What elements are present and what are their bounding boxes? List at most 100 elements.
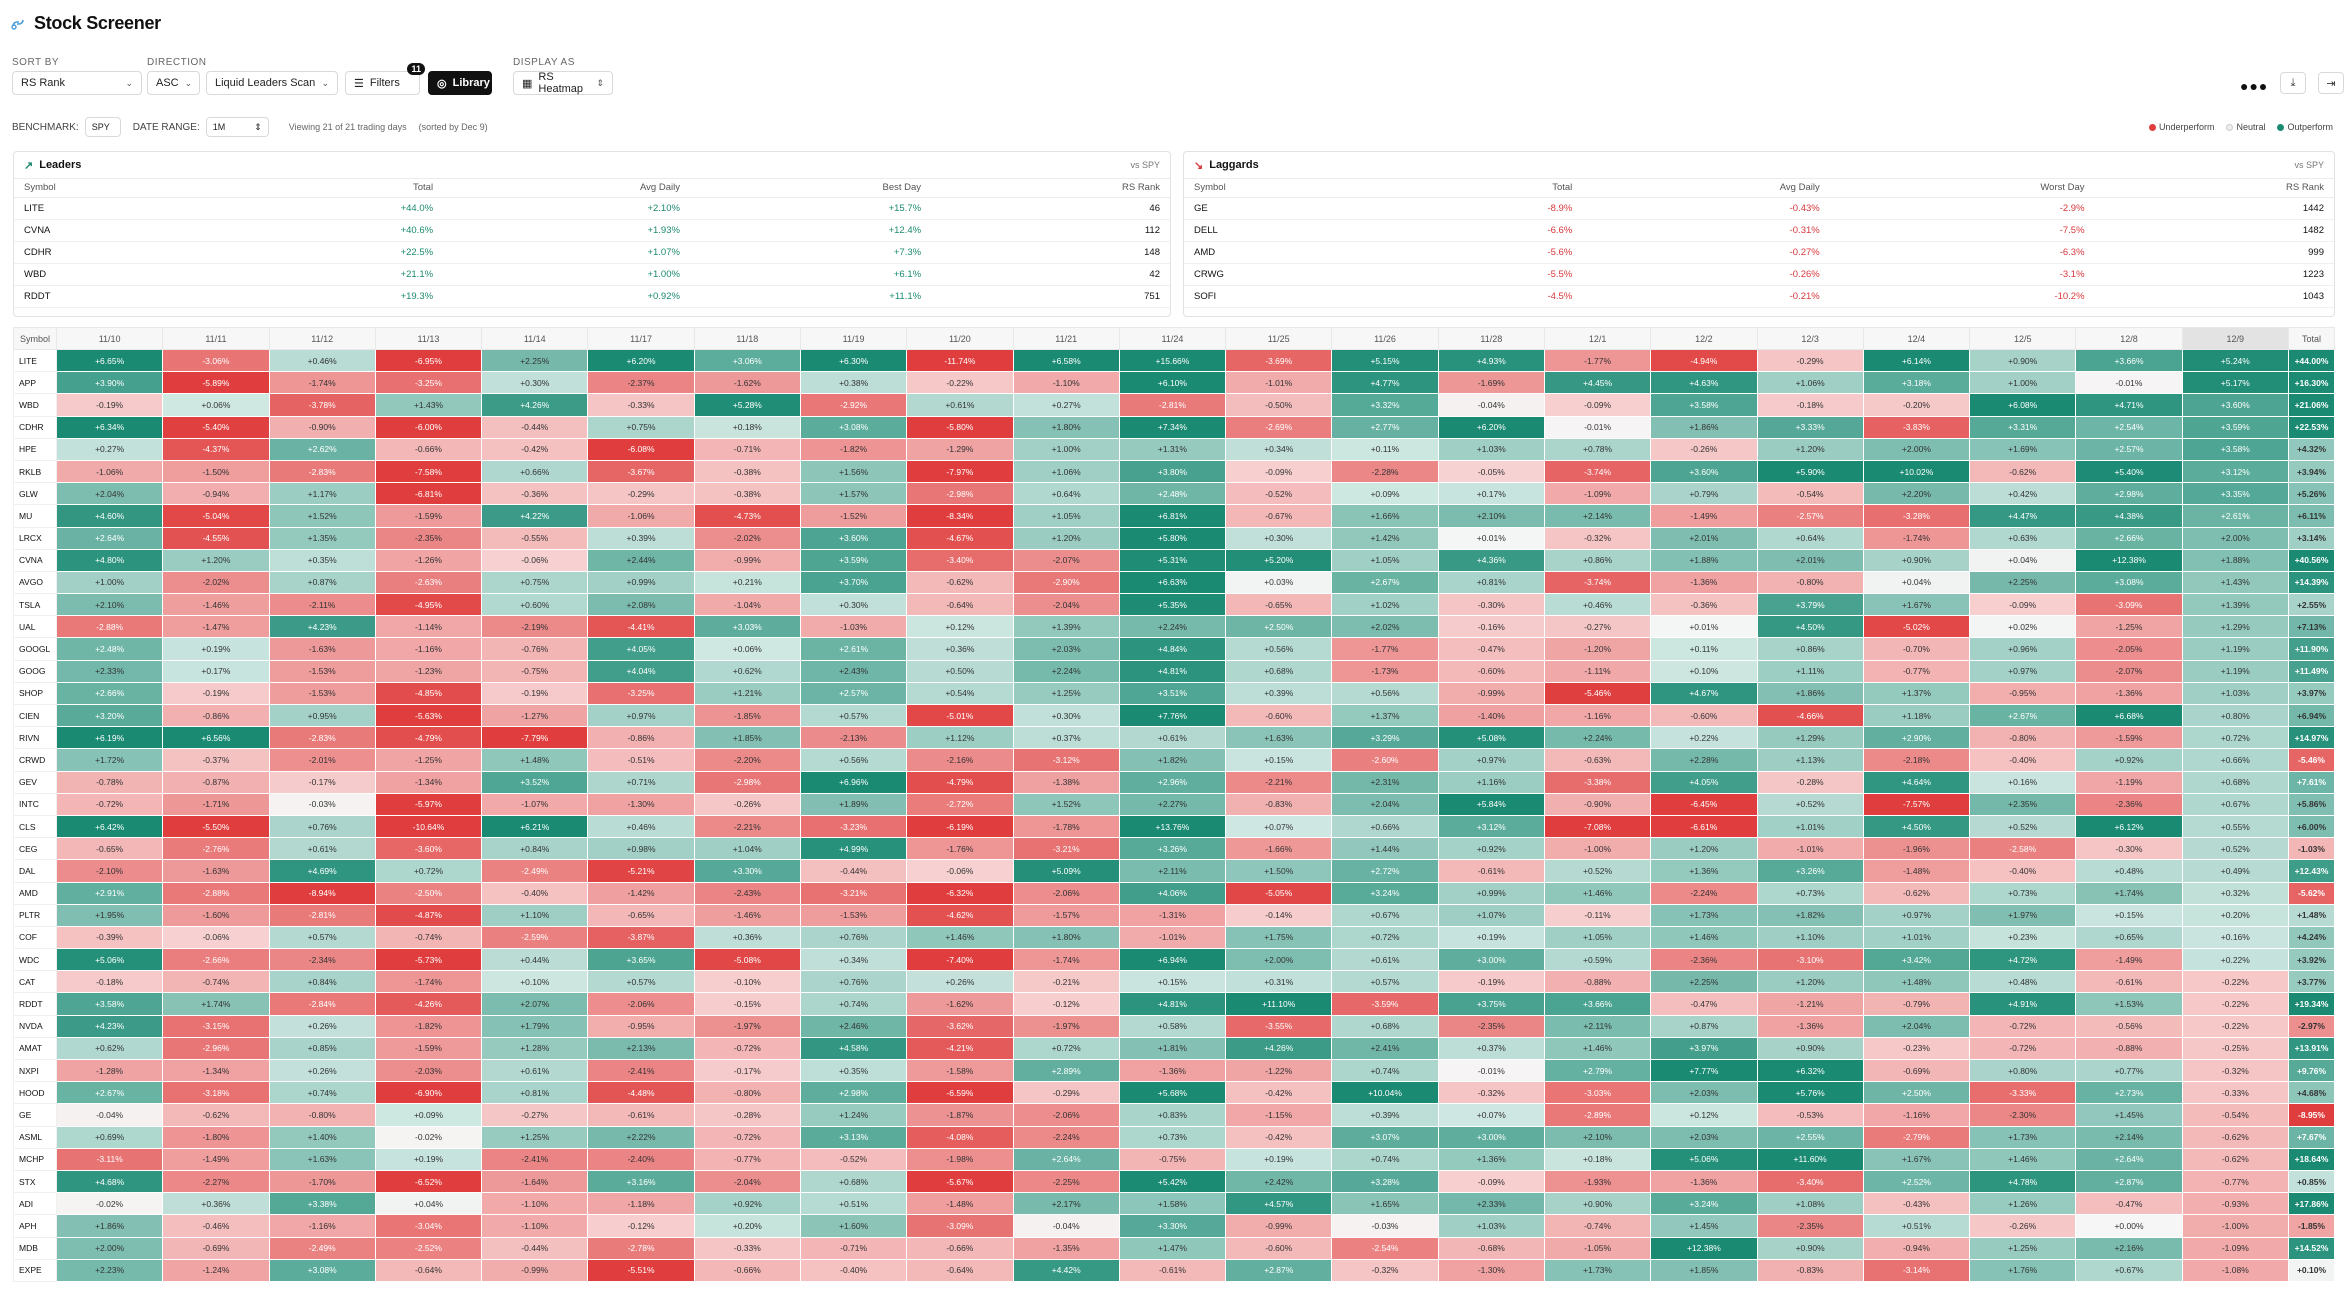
heatmap-cell[interactable]: -1.36% (1650, 1169, 1758, 1194)
heatmap-symbol-cell[interactable]: PLTR (13, 903, 57, 927)
heatmap-total-cell[interactable]: +4.32% (2288, 437, 2335, 461)
heatmap-cell[interactable]: +1.76% (1969, 1258, 2077, 1282)
heatmap-cell[interactable]: +4.72% (1969, 948, 2077, 972)
heatmap-row[interactable]: ADI -0.02% +0.36% +3.38% +0.04% -1.10% -1.18% +… (13, 1192, 2335, 1216)
heatmap-cell[interactable]: +0.68% (1225, 659, 1333, 683)
heatmap-cell[interactable]: +6.68% (2075, 703, 2183, 728)
heatmap-cell[interactable]: +0.73% (1756, 881, 1864, 905)
heatmap-cell[interactable]: +2.50% (1225, 615, 1333, 639)
heatmap-cell[interactable]: +0.95% (268, 703, 376, 728)
heatmap-cell[interactable]: +0.90% (1756, 1036, 1864, 1061)
heatmap-cell[interactable]: +0.27% (55, 437, 164, 461)
heatmap-cell[interactable]: +2.52% (1862, 1169, 1971, 1194)
heatmap-symbol-cell[interactable]: INTC (13, 792, 57, 816)
heatmap-cell[interactable]: +0.35% (268, 548, 376, 572)
heatmap-cell[interactable]: +4.84% (1118, 637, 1227, 661)
scan-select[interactable]: Liquid Leaders Scan ⌄ (206, 71, 338, 95)
heatmap-cell[interactable]: -3.59% (1331, 992, 1439, 1016)
heatmap-cell[interactable]: -6.81% (374, 482, 483, 506)
heatmap-cell[interactable]: -4.79% (374, 726, 483, 750)
heatmap-cell[interactable]: -0.65% (55, 837, 164, 861)
heatmap-cell[interactable]: -2.88% (55, 615, 164, 639)
heatmap-cell[interactable]: -3.40% (1756, 1169, 1864, 1194)
heatmap-cell[interactable]: -0.38% (693, 482, 801, 506)
heatmap-cell[interactable]: +4.36% (1437, 548, 1545, 572)
heatmap-cell[interactable]: +6.94% (1118, 948, 1227, 972)
heatmap-cell[interactable]: +4.68% (55, 1169, 164, 1194)
heatmap-cell[interactable]: +0.97% (1969, 659, 2077, 683)
heatmap-cell[interactable]: +1.10% (481, 903, 589, 927)
heatmap-cell[interactable]: -3.04% (374, 1214, 483, 1238)
heatmap-cell[interactable]: -5.97% (374, 792, 483, 816)
heatmap-cell[interactable]: -7.40% (906, 948, 1014, 972)
heatmap-cell[interactable]: -2.18% (1862, 748, 1971, 772)
heatmap-cell[interactable]: +1.01% (1756, 814, 1864, 839)
heatmap-cell[interactable]: +0.74% (1331, 1058, 1439, 1083)
heatmap-cell[interactable]: +2.10% (1543, 1125, 1652, 1149)
heatmap-date-header[interactable]: 12/2 (1650, 327, 1758, 350)
heatmap-cell[interactable]: +0.61% (481, 1058, 589, 1083)
heatmap-cell[interactable]: +3.60% (2181, 393, 2290, 417)
heatmap-cell[interactable]: -1.58% (906, 1058, 1014, 1083)
heatmap-cell[interactable]: -7.97% (906, 459, 1014, 484)
heatmap-cell[interactable]: -2.21% (1225, 770, 1333, 794)
heatmap-cell[interactable]: -0.62% (2181, 1147, 2290, 1171)
heatmap-cell[interactable]: -1.20% (1543, 637, 1652, 661)
leaders-col-header[interactable]: Best Day (689, 179, 932, 198)
heatmap-total-cell[interactable]: +14.52% (2288, 1236, 2335, 1260)
heatmap-cell[interactable]: -1.96% (1862, 837, 1971, 861)
heatmap-symbol-cell[interactable]: AMAT (13, 1036, 57, 1061)
heatmap-row[interactable]: GOOG +2.33% +0.17% -1.53% -1.23% -0.75% +4.04%… (13, 659, 2335, 683)
heatmap-cell[interactable]: -0.40% (1969, 748, 2077, 772)
heatmap-row[interactable]: APH +1.86% -0.46% -1.16% -3.04% -1.10% -0.12% +… (13, 1214, 2335, 1238)
heatmap-row[interactable]: CVNA +4.80% +1.20% +0.35% -1.26% -0.06% +2.44%… (13, 548, 2335, 572)
heatmap-cell[interactable]: -0.40% (481, 881, 589, 905)
heatmap-cell[interactable]: +2.67% (1331, 570, 1439, 595)
heatmap-cell[interactable]: +1.57% (799, 482, 908, 506)
heatmap-cell[interactable]: -2.63% (374, 570, 483, 595)
heatmap-total-cell[interactable]: +0.10% (2288, 1258, 2335, 1282)
heatmap-symbol-cell[interactable]: NXPI (13, 1058, 57, 1083)
heatmap-cell[interactable]: -1.46% (162, 593, 270, 617)
heatmap-cell[interactable]: +0.61% (1118, 726, 1227, 750)
heatmap-cell[interactable]: +0.12% (906, 615, 1014, 639)
heatmap-cell[interactable]: +2.24% (1543, 726, 1652, 750)
heatmap-cell[interactable]: +2.67% (1969, 703, 2077, 728)
heatmap-total-cell[interactable]: +3.77% (2288, 970, 2335, 994)
leaders-col-header[interactable]: Symbol (14, 179, 227, 198)
heatmap-cell[interactable]: +3.18% (1862, 371, 1971, 395)
heatmap-cell[interactable]: +0.66% (2181, 748, 2290, 772)
heatmap-cell[interactable]: -4.95% (374, 593, 483, 617)
heatmap-cell[interactable]: -2.03% (374, 1058, 483, 1083)
heatmap-cell[interactable]: +0.76% (268, 814, 376, 839)
heatmap-total-cell[interactable]: +9.76% (2288, 1058, 2335, 1083)
heatmap-cell[interactable]: +0.02% (1969, 615, 2077, 639)
laggards-col-header[interactable]: Avg Daily (1582, 179, 1830, 198)
heatmap-cell[interactable]: -1.53% (268, 659, 376, 683)
heatmap-cell[interactable]: +0.68% (799, 1169, 908, 1194)
heatmap-cell[interactable]: -0.87% (162, 770, 270, 794)
heatmap-cell[interactable]: +1.81% (1118, 1036, 1227, 1061)
heatmap-cell[interactable]: +2.24% (1012, 659, 1120, 683)
heatmap-cell[interactable]: +4.69% (268, 859, 376, 883)
heatmap-cell[interactable]: -0.19% (55, 393, 164, 417)
heatmap-cell[interactable]: +0.62% (55, 1036, 164, 1061)
heatmap-symbol-cell[interactable]: MDB (13, 1236, 57, 1260)
heatmap-cell[interactable]: -0.72% (55, 792, 164, 816)
heatmap-cell[interactable]: -0.46% (162, 1214, 270, 1238)
heatmap-cell[interactable]: +4.60% (55, 504, 164, 528)
heatmap-cell[interactable]: +0.19% (1225, 1147, 1333, 1171)
heatmap-cell[interactable]: +1.28% (481, 1036, 589, 1061)
heatmap-cell[interactable]: +0.90% (1862, 548, 1971, 572)
heatmap-cell[interactable]: +1.69% (1969, 437, 2077, 461)
heatmap-cell[interactable]: +7.77% (1650, 1058, 1758, 1083)
heatmap-symbol-cell[interactable]: CAT (13, 970, 57, 994)
heatmap-symbol-cell[interactable]: CVNA (13, 548, 57, 572)
heatmap-cell[interactable]: +2.79% (1543, 1058, 1652, 1083)
heatmap-cell[interactable]: -0.09% (1437, 1169, 1545, 1194)
heatmap-cell[interactable]: +6.42% (55, 814, 164, 839)
heatmap-cell[interactable]: -2.57% (1756, 504, 1864, 528)
heatmap-cell[interactable]: -0.52% (1225, 482, 1333, 506)
panel-toggle-icon[interactable]: ⇥ (2318, 72, 2344, 94)
heatmap-cell[interactable]: -1.00% (1543, 837, 1652, 861)
